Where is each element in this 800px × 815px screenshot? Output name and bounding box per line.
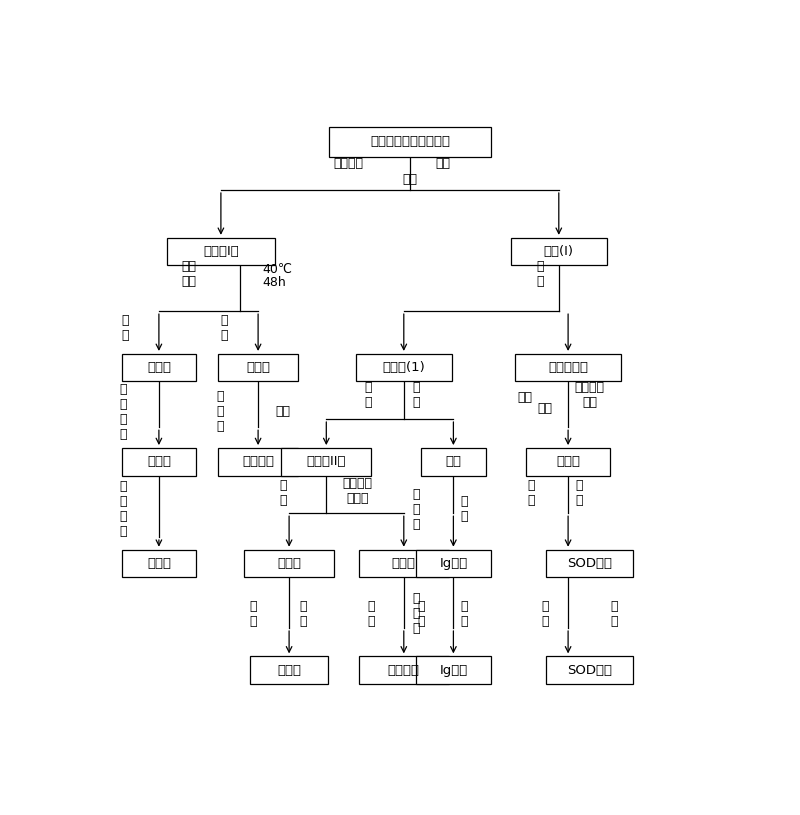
FancyBboxPatch shape	[122, 354, 196, 381]
FancyBboxPatch shape	[546, 656, 634, 684]
Text: 透
析
纯
化: 透 析 纯 化	[119, 481, 126, 539]
Text: 粉碎: 粉碎	[435, 157, 450, 170]
FancyBboxPatch shape	[122, 448, 196, 476]
Text: 热
变
性: 热 变 性	[216, 390, 223, 433]
Text: SOD粗品: SOD粗品	[567, 557, 612, 570]
Text: 纯
化: 纯 化	[300, 600, 307, 628]
Text: 滤渣（I）: 滤渣（I）	[203, 245, 238, 258]
FancyBboxPatch shape	[515, 354, 621, 381]
Text: 离心: 离心	[538, 402, 553, 415]
Text: 过滤: 过滤	[402, 173, 418, 186]
Text: 浓
缩: 浓 缩	[250, 600, 257, 628]
Text: 40℃: 40℃	[262, 263, 292, 276]
Text: 层
析: 层 析	[460, 600, 468, 628]
FancyBboxPatch shape	[421, 448, 486, 476]
Text: 红血球沉淀: 红血球沉淀	[548, 361, 588, 374]
Text: 胎盘蛋白: 胎盘蛋白	[388, 663, 420, 676]
Text: 活性肽: 活性肽	[277, 663, 301, 676]
Text: 离
心: 离 心	[220, 314, 228, 342]
Text: 沉淀: 沉淀	[446, 456, 462, 469]
Text: 猪胎盘组织（含血块）: 猪胎盘组织（含血块）	[370, 135, 450, 148]
FancyBboxPatch shape	[356, 354, 452, 381]
FancyBboxPatch shape	[282, 448, 371, 476]
Text: 沉淀物: 沉淀物	[147, 456, 171, 469]
Text: 烘
干: 烘 干	[418, 600, 425, 628]
Text: SOD精品: SOD精品	[567, 663, 612, 676]
Text: 截留液: 截留液	[392, 557, 416, 570]
Text: 乙
醇
沉
淀: 乙 醇 沉 淀	[119, 382, 126, 441]
FancyBboxPatch shape	[510, 238, 607, 266]
FancyBboxPatch shape	[526, 448, 610, 476]
Text: 超
滤: 超 滤	[527, 479, 534, 507]
Text: 离心液: 离心液	[556, 456, 580, 469]
Text: 纯
化: 纯 化	[611, 600, 618, 628]
Text: 过
滤: 过 滤	[413, 381, 420, 409]
Text: 超
滤: 超 滤	[279, 479, 286, 507]
Text: 胎盘蛋白: 胎盘蛋白	[242, 456, 274, 469]
Text: 截留分子
量一万: 截留分子 量一万	[342, 477, 372, 504]
FancyBboxPatch shape	[359, 549, 449, 577]
Text: 离
心: 离 心	[121, 314, 129, 342]
FancyBboxPatch shape	[330, 126, 490, 156]
Text: 透析液: 透析液	[277, 557, 301, 570]
Text: 层
析: 层 析	[542, 600, 549, 628]
Text: 上清液: 上清液	[147, 361, 171, 374]
Text: 滤液（II）: 滤液（II）	[306, 456, 346, 469]
FancyBboxPatch shape	[166, 238, 275, 266]
Text: 分
子
筛: 分 子 筛	[413, 593, 420, 635]
FancyBboxPatch shape	[546, 549, 634, 577]
FancyBboxPatch shape	[250, 656, 328, 684]
Text: 上清液(1): 上清液(1)	[382, 361, 425, 374]
Text: 溶血: 溶血	[518, 390, 532, 403]
FancyBboxPatch shape	[244, 549, 334, 577]
Text: 离
心: 离 心	[537, 259, 544, 288]
Text: 脂多糖: 脂多糖	[147, 557, 171, 570]
Text: 盐
析: 盐 析	[364, 381, 371, 409]
FancyBboxPatch shape	[416, 656, 490, 684]
Text: 烘干: 烘干	[275, 405, 290, 418]
Text: 水
透
析: 水 透 析	[413, 488, 420, 531]
FancyBboxPatch shape	[218, 354, 298, 381]
Text: Ig精品: Ig精品	[439, 663, 467, 676]
Text: 48h: 48h	[262, 275, 286, 289]
Text: Ig粗品: Ig粗品	[439, 557, 467, 570]
Text: 脱
盐: 脱 盐	[575, 479, 583, 507]
Text: 脱
盐: 脱 盐	[460, 496, 468, 523]
Text: 加
热: 加 热	[368, 600, 375, 628]
Text: 盐水浸渍: 盐水浸渍	[333, 157, 363, 170]
FancyBboxPatch shape	[122, 549, 196, 577]
FancyBboxPatch shape	[416, 549, 490, 577]
Text: 有机溶剂
沉淀: 有机溶剂 沉淀	[574, 381, 605, 408]
Text: 沉淀物: 沉淀物	[246, 361, 270, 374]
Text: 滤液(I): 滤液(I)	[544, 245, 574, 258]
Text: 蛋白
酶解: 蛋白 酶解	[181, 259, 196, 288]
FancyBboxPatch shape	[218, 448, 298, 476]
FancyBboxPatch shape	[359, 656, 449, 684]
